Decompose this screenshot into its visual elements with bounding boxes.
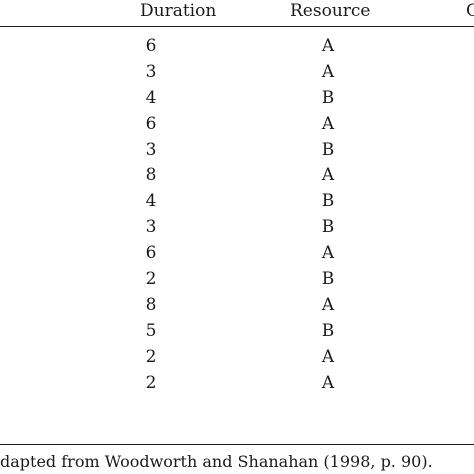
resource-cell: A: [321, 243, 335, 264]
table-footnote: dapted from Woodworth and Shanahan (1998…: [0, 452, 433, 471]
duration-cell: 6: [145, 113, 157, 134]
column-header-duration: Duration: [140, 1, 217, 21]
duration-cell: 4: [145, 191, 157, 212]
resource-cell: B: [321, 217, 335, 238]
duration-cell: 6: [145, 36, 157, 56]
duration-cell: 3: [145, 217, 157, 238]
resource-cell: A: [321, 61, 335, 82]
resource-cell: A: [321, 346, 335, 367]
resource-cell: A: [321, 165, 335, 186]
column-header-resource: Resource: [290, 1, 371, 21]
resource-cell: B: [321, 269, 335, 290]
resource-cell: A: [321, 113, 335, 134]
resource-cell: B: [321, 87, 335, 108]
table-header-rule: [0, 26, 474, 27]
column-header-cut-off: C: [466, 1, 474, 21]
resource-cell: B: [321, 191, 335, 212]
resource-cell: B: [321, 320, 335, 341]
duration-cell: 6: [145, 243, 157, 264]
resource-cell: A: [321, 294, 335, 315]
duration-cell: 2: [145, 346, 157, 367]
duration-cell: 5: [145, 320, 157, 341]
duration-cell: 3: [145, 139, 157, 160]
duration-cell: 2: [145, 372, 157, 393]
duration-cell: 3: [145, 61, 157, 82]
table-bottom-rule: [0, 444, 474, 445]
duration-cell: 8: [145, 294, 157, 315]
resource-cell: A: [321, 36, 335, 56]
duration-cell: 2: [145, 269, 157, 290]
duration-cell: 8: [145, 165, 157, 186]
resource-cell: B: [321, 139, 335, 160]
resource-cell: A: [321, 372, 335, 393]
duration-cell: 4: [145, 87, 157, 108]
